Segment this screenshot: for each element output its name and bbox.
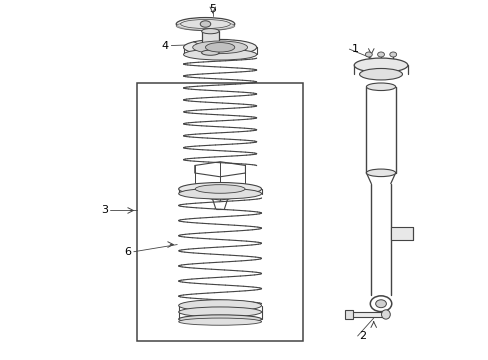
Ellipse shape [200, 21, 210, 27]
Ellipse shape [381, 310, 389, 319]
Ellipse shape [178, 315, 261, 323]
Text: 1: 1 [351, 44, 358, 54]
Ellipse shape [183, 49, 256, 60]
Ellipse shape [366, 83, 395, 90]
Ellipse shape [201, 28, 219, 34]
Bar [390, 227, 412, 239]
Bar [137, 83, 303, 341]
Ellipse shape [389, 52, 396, 57]
Bar [351, 312, 385, 318]
Ellipse shape [195, 185, 244, 193]
Ellipse shape [180, 19, 230, 28]
Ellipse shape [203, 188, 236, 197]
Ellipse shape [178, 300, 261, 311]
Ellipse shape [353, 58, 407, 72]
Ellipse shape [366, 169, 395, 177]
Ellipse shape [178, 183, 261, 195]
Bar [201, 31, 219, 53]
Ellipse shape [176, 22, 234, 31]
Ellipse shape [176, 18, 234, 31]
Text: 2: 2 [358, 331, 366, 341]
Ellipse shape [365, 52, 371, 57]
Text: 6: 6 [124, 247, 131, 257]
Text: 4: 4 [162, 41, 168, 50]
Ellipse shape [192, 41, 247, 54]
Ellipse shape [183, 40, 256, 55]
Ellipse shape [205, 42, 234, 52]
Ellipse shape [359, 68, 402, 80]
Bar [345, 310, 352, 319]
Text: 5: 5 [209, 4, 216, 14]
Ellipse shape [178, 188, 261, 199]
Ellipse shape [375, 300, 386, 308]
Ellipse shape [178, 307, 261, 317]
Text: 3: 3 [101, 206, 108, 216]
Ellipse shape [201, 50, 219, 55]
Ellipse shape [369, 296, 391, 312]
Ellipse shape [377, 52, 384, 57]
Ellipse shape [178, 318, 261, 325]
